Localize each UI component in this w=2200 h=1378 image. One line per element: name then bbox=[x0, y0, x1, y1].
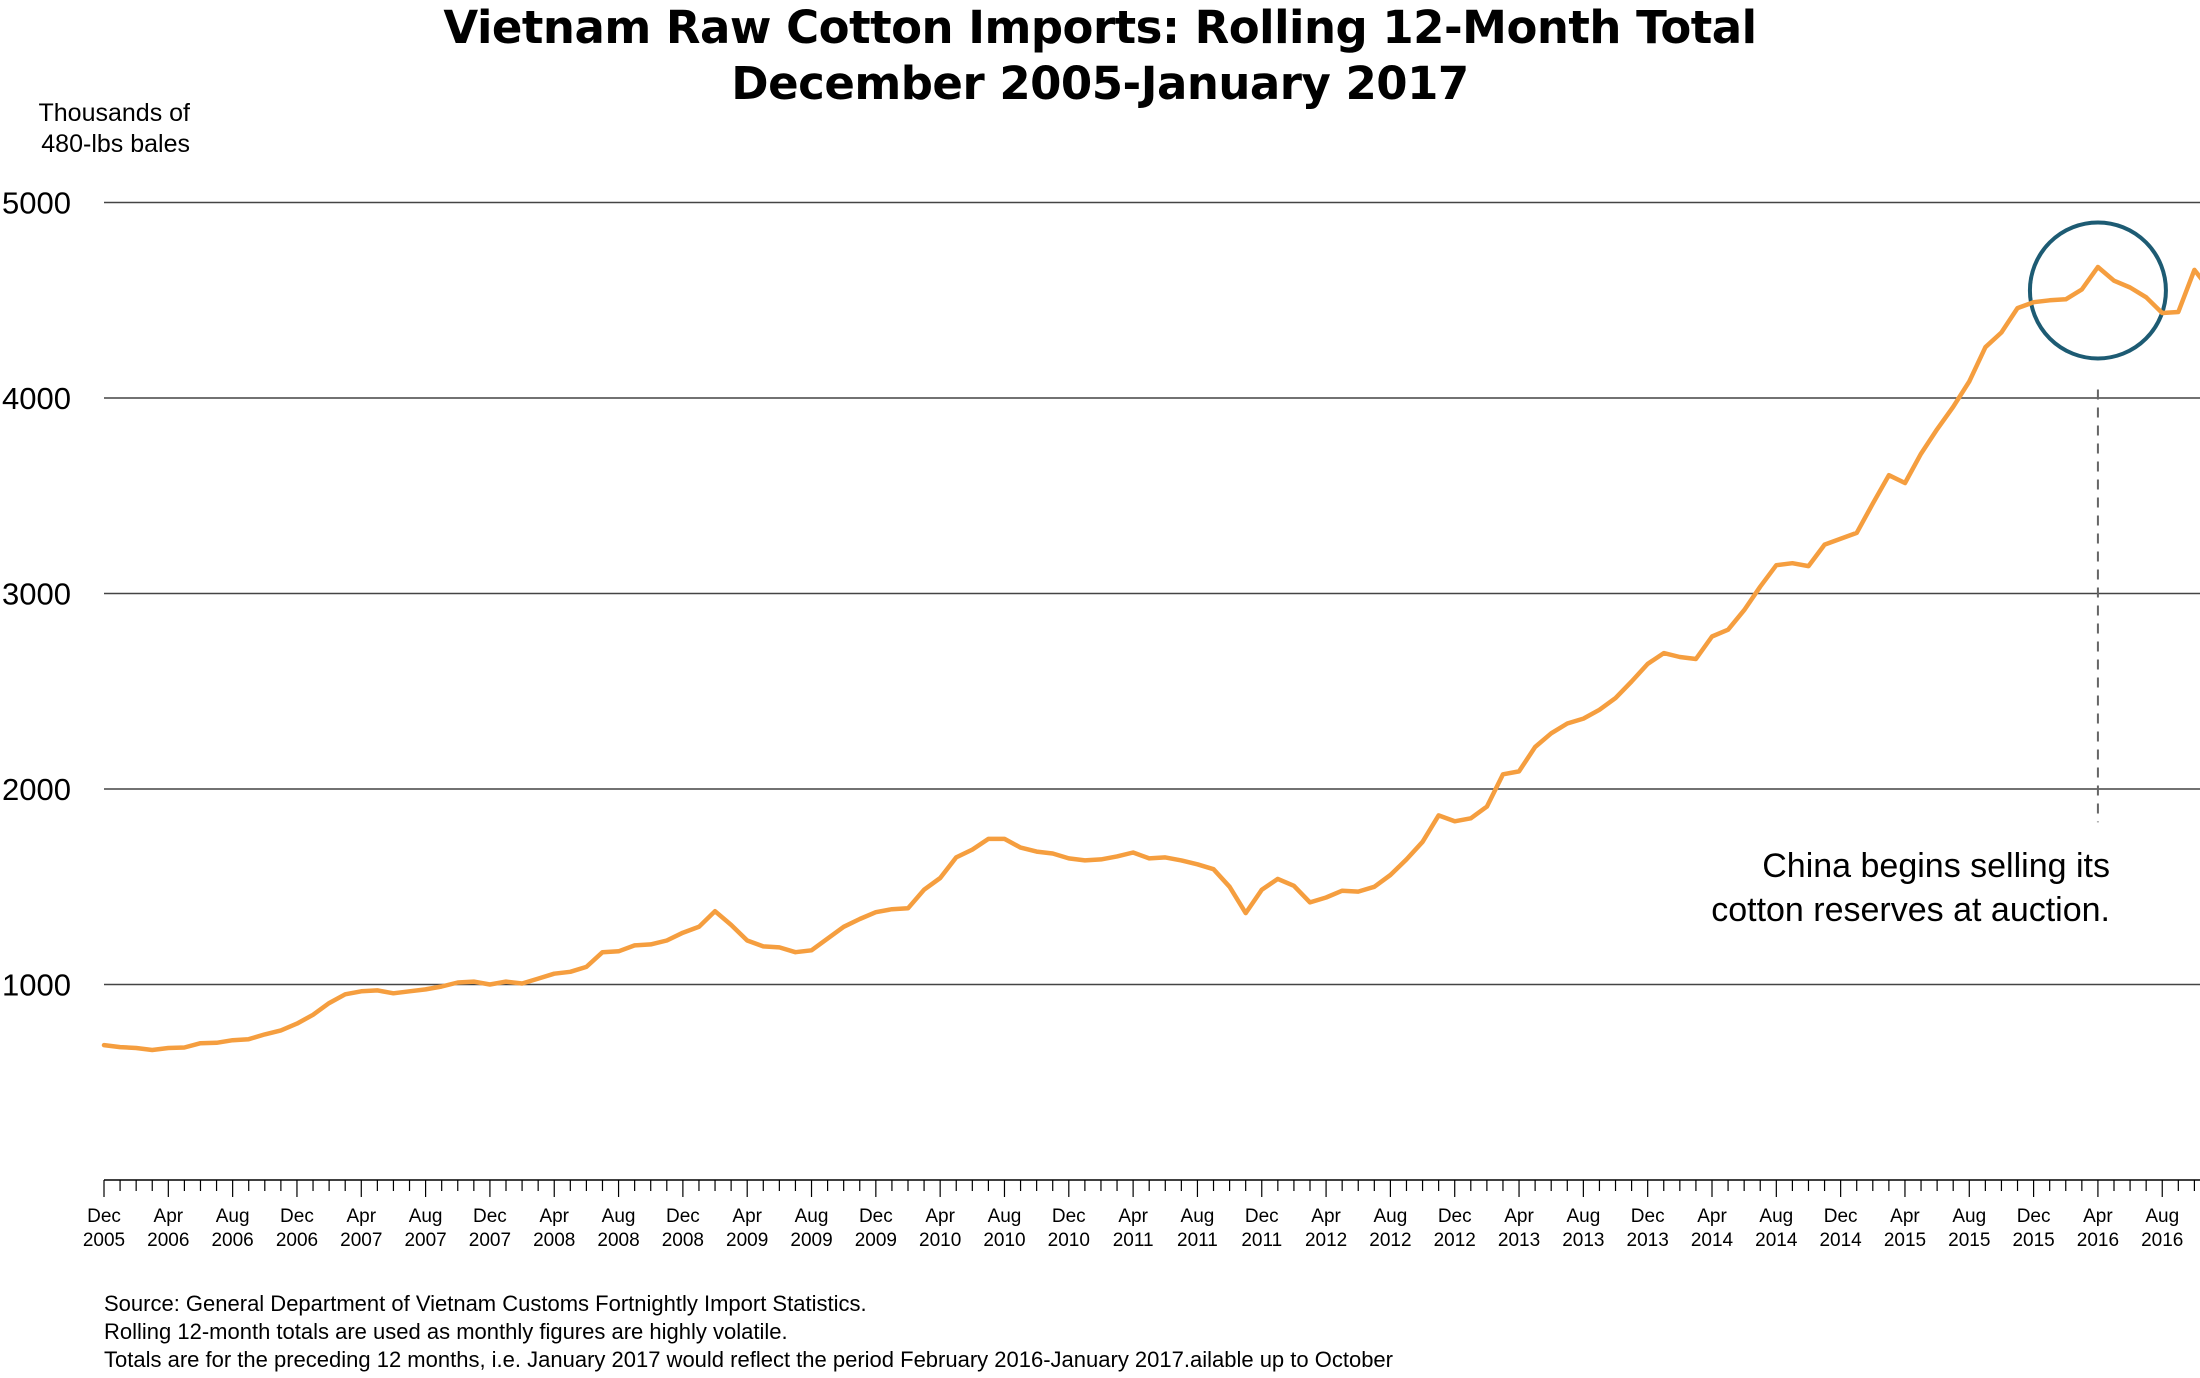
annotation-text-line-1: China begins selling its bbox=[1762, 847, 2110, 885]
x-tick-label-month: Aug bbox=[1759, 1206, 1793, 1227]
x-tick-label-year: 2011 bbox=[1113, 1230, 1154, 1251]
x-tick-label-year: 2007 bbox=[469, 1230, 511, 1251]
x-tick-label-month: Dec bbox=[1631, 1206, 1665, 1227]
x-tick-label-year: 2014 bbox=[1755, 1230, 1798, 1251]
x-tick-label-month: Aug bbox=[409, 1206, 443, 1227]
x-tick-label-year: 2014 bbox=[1691, 1230, 1734, 1251]
x-tick-label-month: Dec bbox=[859, 1206, 893, 1227]
y-tick-label-2000: 2000 bbox=[2, 772, 71, 807]
footer-note-1: Rolling 12-month totals are used as mont… bbox=[104, 1319, 788, 1344]
x-tick-label-year: 2013 bbox=[1627, 1230, 1669, 1251]
x-tick-label-year: 2008 bbox=[662, 1230, 704, 1251]
x-tick-label-year: 2008 bbox=[533, 1230, 575, 1251]
annotation-circle bbox=[2027, 220, 2168, 361]
x-tick-label-year: 2010 bbox=[983, 1230, 1025, 1251]
x-tick-label-year: 2006 bbox=[211, 1230, 253, 1251]
x-tick-label-year: 2011 bbox=[1241, 1230, 1282, 1251]
footer-source: Source: General Department of Vietnam Cu… bbox=[104, 1291, 867, 1316]
x-tick-label-month: Apr bbox=[1697, 1206, 1727, 1227]
x-tick-label-month: Dec bbox=[280, 1206, 314, 1227]
x-tick-label-year: 2009 bbox=[726, 1230, 768, 1251]
chart-title: Vietnam Raw Cotton Imports: Rolling 12-M… bbox=[443, 1, 1757, 54]
x-tick-label-year: 2010 bbox=[1048, 1230, 1090, 1251]
x-tick-label-month: Apr bbox=[1311, 1206, 1341, 1227]
x-tick-label-month: Aug bbox=[1373, 1206, 1407, 1227]
x-tick-label-year: 2012 bbox=[1369, 1230, 1411, 1251]
x-tick-label-month: Dec bbox=[87, 1206, 121, 1227]
x-tick-label-month: Dec bbox=[1824, 1206, 1858, 1227]
x-tick-label-year: 2009 bbox=[855, 1230, 897, 1251]
x-tick-label-month: Dec bbox=[1245, 1206, 1279, 1227]
x-tick-label-year: 2012 bbox=[1434, 1230, 1476, 1251]
y-axis-label-line-1: Thousands of bbox=[38, 99, 191, 127]
x-tick-label-year: 2012 bbox=[1305, 1230, 1347, 1251]
x-tick-label-month: Apr bbox=[1118, 1206, 1148, 1227]
x-tick-label-month: Dec bbox=[1052, 1206, 1086, 1227]
x-tick-label-year: 2008 bbox=[597, 1230, 639, 1251]
x-tick-label-month: Aug bbox=[1181, 1206, 1215, 1227]
x-tick-label-month: Apr bbox=[154, 1206, 184, 1227]
y-axis-label-line-2: 480-lbs bales bbox=[41, 130, 190, 158]
x-tick-label-month: Apr bbox=[539, 1206, 569, 1227]
x-tick-label-year: 2006 bbox=[147, 1230, 189, 1251]
x-tick-label-year: 2010 bbox=[919, 1230, 961, 1251]
x-tick-label-month: Aug bbox=[988, 1206, 1022, 1227]
x-tick-label-year: 2016 bbox=[2141, 1230, 2183, 1251]
x-tick-label-year: 2015 bbox=[2012, 1230, 2054, 1251]
x-tick-label-year: 2006 bbox=[276, 1230, 318, 1251]
series-line-0 bbox=[101, 264, 2200, 1053]
x-tick-label-month: Dec bbox=[2017, 1206, 2051, 1227]
y-axis-label: Thousands of 480-lbs bales bbox=[30, 98, 191, 160]
y-tick-label-3000: 3000 bbox=[2, 577, 71, 612]
y-tick-label-5000: 5000 bbox=[2, 186, 71, 221]
x-tick-label-month: Dec bbox=[473, 1206, 507, 1227]
x-tick-label-year: 2016 bbox=[2077, 1230, 2119, 1251]
chart-subtitle: December 2005-January 2017 bbox=[731, 57, 1469, 110]
x-tick-label-month: Apr bbox=[2083, 1206, 2113, 1227]
x-tick-label-year: 2011 bbox=[1177, 1230, 1218, 1251]
x-tick-label-month: Apr bbox=[346, 1206, 376, 1227]
x-tick-label-month: Apr bbox=[1890, 1206, 1920, 1227]
x-tick-label-year: 2005 bbox=[83, 1230, 125, 1251]
x-tick-label-month: Aug bbox=[216, 1206, 250, 1227]
x-tick-label-month: Aug bbox=[2145, 1206, 2179, 1227]
x-tick-label-year: 2013 bbox=[1498, 1230, 1540, 1251]
x-tick-label-month: Apr bbox=[732, 1206, 762, 1227]
x-tick-label-year: 2013 bbox=[1562, 1230, 1604, 1251]
x-tick-label-year: 2007 bbox=[404, 1230, 446, 1251]
x-tick-label-year: 2015 bbox=[1884, 1230, 1926, 1251]
x-tick-label-year: 2014 bbox=[1819, 1230, 1862, 1251]
x-tick-label-year: 2015 bbox=[1948, 1230, 1990, 1251]
chart-footer: Source: General Department of Vietnam Cu… bbox=[104, 1290, 1393, 1374]
y-tick-label-4000: 4000 bbox=[2, 381, 71, 416]
x-tick-label-month: Dec bbox=[1438, 1206, 1472, 1227]
y-tick-label-1000: 1000 bbox=[2, 968, 71, 1003]
x-tick-label-month: Apr bbox=[925, 1206, 955, 1227]
x-tick-label-month: Aug bbox=[795, 1206, 829, 1227]
x-tick-label-month: Dec bbox=[666, 1206, 700, 1227]
x-tick-label-year: 2009 bbox=[790, 1230, 832, 1251]
x-tick-label-month: Aug bbox=[1566, 1206, 1600, 1227]
x-tick-label-month: Aug bbox=[602, 1206, 636, 1227]
x-tick-label-month: Aug bbox=[1952, 1206, 1986, 1227]
footer-note-2: Totals are for the preceding 12 months, … bbox=[104, 1347, 1393, 1372]
x-tick-label-month: Apr bbox=[1504, 1206, 1534, 1227]
x-tick-label-year: 2007 bbox=[340, 1230, 382, 1251]
annotation-text-line-2: cotton reserves at auction. bbox=[1711, 891, 2110, 929]
